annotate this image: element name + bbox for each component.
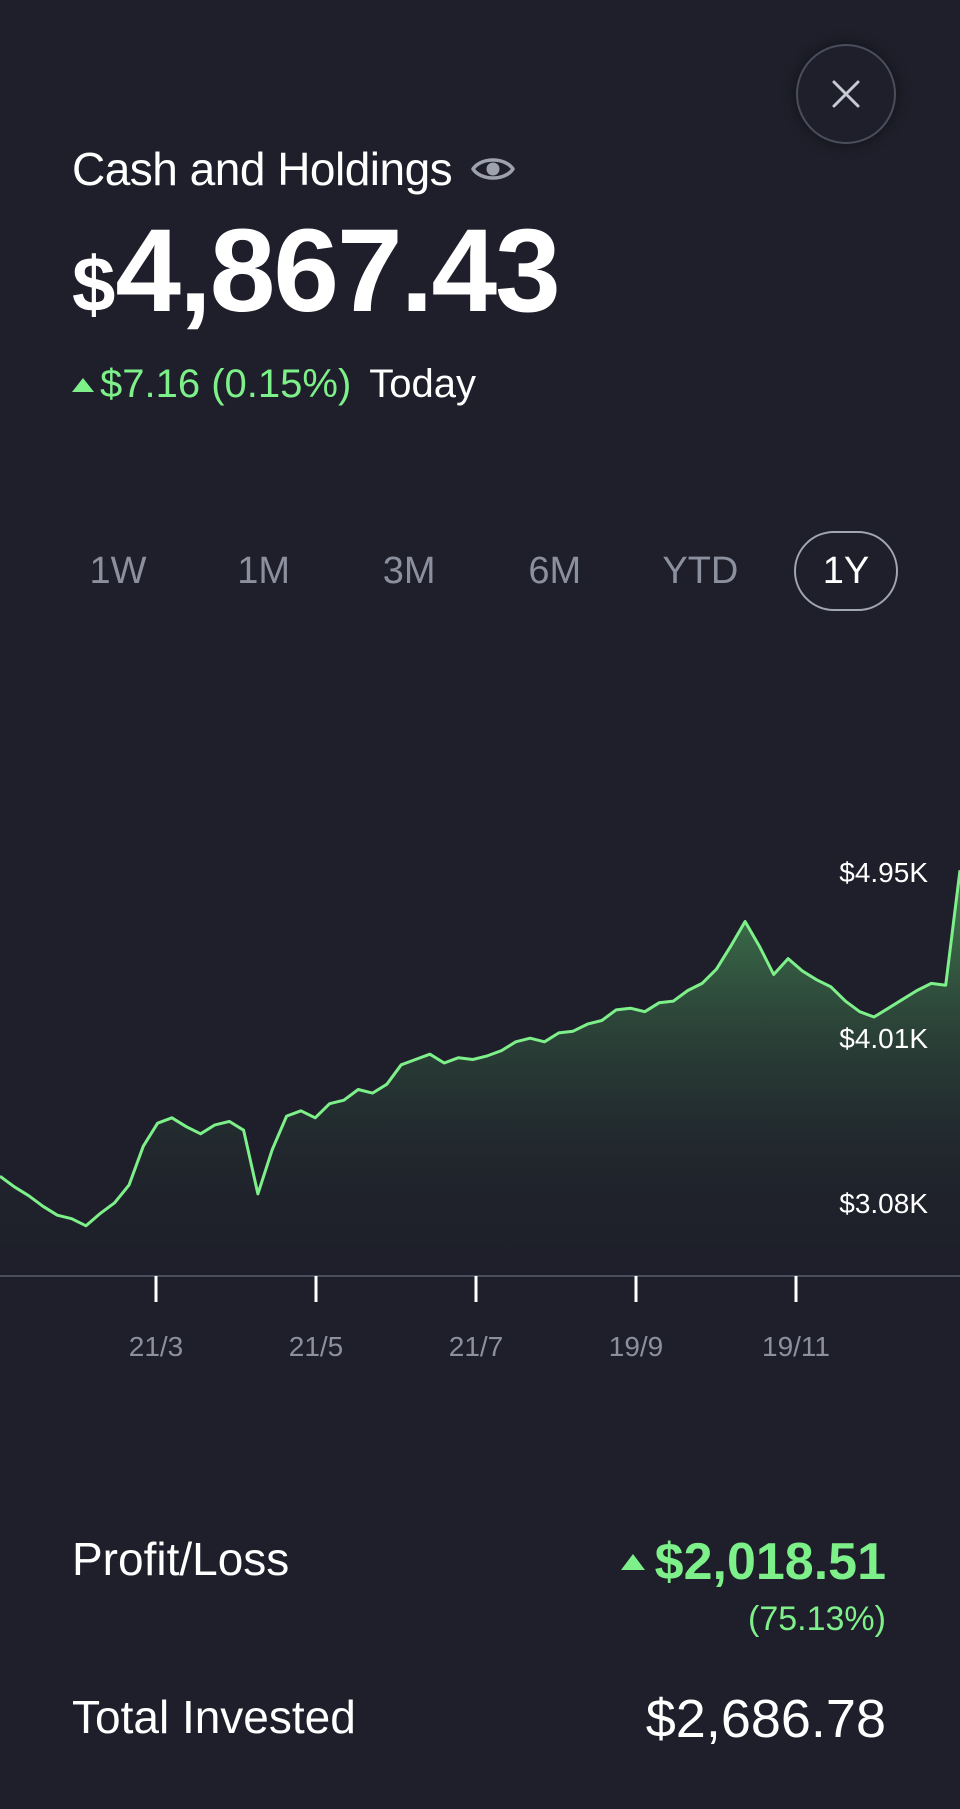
- x-tick-label: 21/7: [449, 1331, 504, 1362]
- range-1w[interactable]: 1W: [89, 549, 147, 592]
- total-invested-value: $2,686.78: [645, 1689, 886, 1749]
- balance-value: 4,867.43: [115, 205, 560, 337]
- profit-loss-amount: $2,018.51: [654, 1533, 886, 1591]
- page-title: Cash and Holdings: [72, 143, 453, 195]
- page-title-row: Cash and Holdings: [72, 142, 516, 196]
- x-tick-label: 21/5: [289, 1331, 344, 1362]
- chart-area-fill: [0, 870, 960, 1270]
- portfolio-chart: $4.95K $4.01K $3.08K 21/3 21/5 21/7 19/9 19/11: [0, 857, 960, 1362]
- daily-change-value: $7.16 (0.15%): [100, 362, 352, 406]
- balance-amount: $4,867.43: [72, 212, 561, 330]
- total-invested-label: Total Invested: [72, 1691, 356, 1743]
- daily-change: $7.16 (0.15%) Today: [72, 362, 476, 407]
- close-icon: [832, 80, 860, 108]
- chart-series-line: [0, 870, 960, 1228]
- x-tick-label: 19/9: [609, 1331, 664, 1362]
- range-3m[interactable]: 3M: [382, 549, 436, 592]
- daily-change-period: Today: [369, 362, 477, 406]
- profit-loss-value: $2,018.51: [620, 1532, 886, 1592]
- y-tick-label: $4.01K: [839, 1023, 928, 1054]
- y-tick-label: $4.95K: [839, 857, 928, 888]
- range-selector: 1W 1M 3M 6M YTD 1Y: [66, 530, 898, 612]
- balance-currency: $: [72, 240, 115, 328]
- profit-loss-label: Profit/Loss: [72, 1533, 290, 1585]
- triangle-up-icon: [72, 377, 94, 392]
- x-tick-label: 21/3: [129, 1331, 184, 1362]
- triangle-up-icon: [620, 1554, 645, 1570]
- close-button[interactable]: [796, 44, 896, 144]
- range-1y[interactable]: 1Y: [793, 531, 898, 611]
- eye-icon[interactable]: [470, 152, 516, 186]
- x-tick-label: 19/11: [762, 1331, 830, 1362]
- range-ytd[interactable]: YTD: [662, 549, 739, 592]
- profit-loss-percent: (75.13%): [748, 1600, 886, 1638]
- y-tick-label: $3.08K: [839, 1188, 928, 1219]
- range-1m[interactable]: 1M: [237, 549, 290, 592]
- range-6m[interactable]: 6M: [528, 549, 582, 592]
